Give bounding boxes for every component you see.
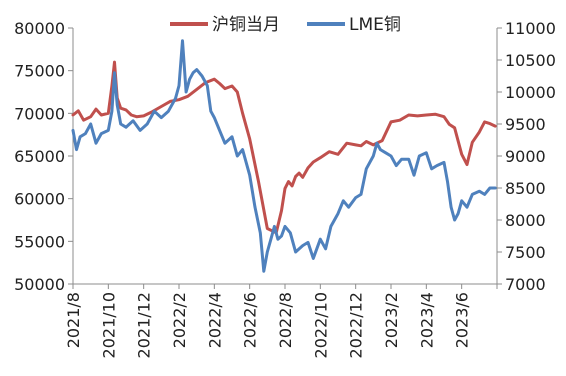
x-axis-tick-label: 2021/10 xyxy=(99,292,118,358)
series-line-lme-copper xyxy=(71,39,497,273)
x-axis-tick-label: 2022/8 xyxy=(276,292,295,348)
right-axis-tick-label: 8500 xyxy=(505,179,546,198)
x-axis-tick-label: 2023/4 xyxy=(417,292,436,348)
legend-label-lme-copper: LME铜 xyxy=(349,15,401,35)
x-axis-tick-label: 2022/10 xyxy=(311,292,330,358)
right-axis-tick-label: 9000 xyxy=(505,147,546,166)
x-axis-tick-label: 2021/12 xyxy=(135,292,154,358)
x-axis-tick-label: 2022/4 xyxy=(205,292,224,348)
left-axis-tick-label: 60000 xyxy=(14,190,65,209)
right-axis-tick-label: 10000 xyxy=(505,83,556,102)
right-axis-tick-label: 9500 xyxy=(505,115,546,134)
x-axis-tick-label: 2022/12 xyxy=(347,292,366,358)
x-axis-tick-label: 2021/8 xyxy=(64,292,83,348)
plot-area: 50000 55000 60000 65000 70000 75000 80000 7000 7… xyxy=(14,19,556,358)
x-axis-tick-label: 2022/2 xyxy=(170,292,189,348)
left-axis-tick-label: 80000 xyxy=(14,19,65,38)
right-axis-tick-label: 8000 xyxy=(505,211,546,230)
right-axis-tick-label: 11000 xyxy=(505,19,556,38)
right-axis-tick-label: 10500 xyxy=(505,51,556,70)
x-axis-tick-label: 2022/6 xyxy=(241,292,260,348)
right-axis-tick-label: 7000 xyxy=(505,275,546,294)
left-axis-tick-label: 70000 xyxy=(14,104,65,123)
left-axis-tick-label: 55000 xyxy=(14,232,65,251)
right-axis-tick-label: 7500 xyxy=(505,243,546,262)
series-line-shfe-copper xyxy=(71,60,497,235)
left-axis-tick-label: 75000 xyxy=(14,62,65,81)
left-axis-tick-label: 65000 xyxy=(14,147,65,166)
x-axis-tick-label: 2023/6 xyxy=(453,292,472,348)
legend-label-shfe-copper: 沪铜当月 xyxy=(212,15,280,35)
left-axis-tick-label: 50000 xyxy=(14,275,65,294)
legend: 沪铜当月 LME铜 xyxy=(170,15,401,35)
x-axis-tick-label: 2023/2 xyxy=(382,292,401,348)
